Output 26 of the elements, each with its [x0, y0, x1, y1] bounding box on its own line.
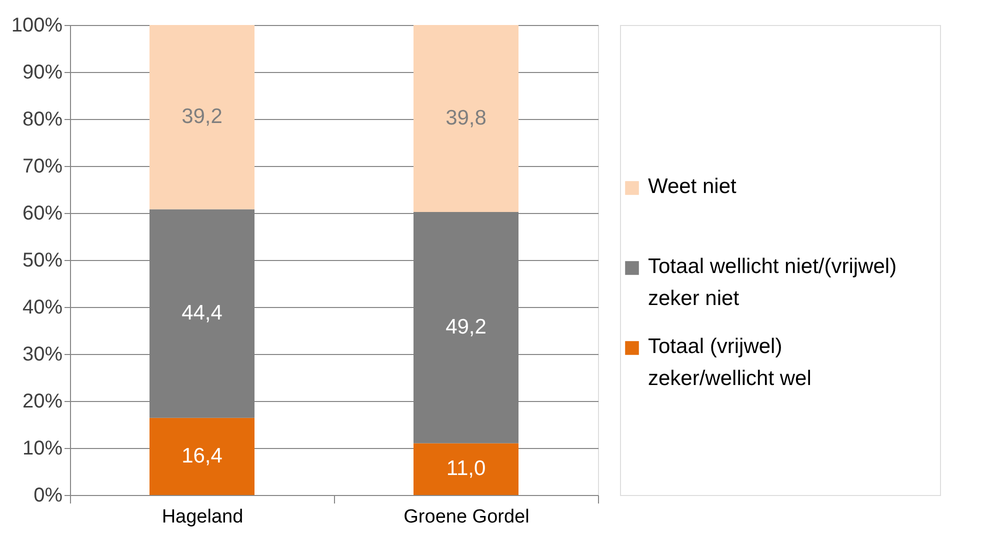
- y-tick-label: 10%: [22, 438, 63, 460]
- data-label: 16,4: [182, 444, 223, 468]
- y-tick-label: 0%: [34, 484, 63, 506]
- y-tick-label: 20%: [22, 390, 63, 412]
- data-label: 11,0: [446, 457, 486, 480]
- y-tick-label: 40%: [22, 296, 63, 318]
- data-label: 39,8: [446, 106, 486, 130]
- data-label: 44,4: [182, 302, 223, 325]
- y-tick-label: 100%: [11, 14, 63, 36]
- bar: [150, 25, 254, 210]
- y-tick-label: 50%: [22, 250, 63, 272]
- bar: [414, 25, 518, 212]
- legend-label: Weet niet: [648, 175, 736, 198]
- y-tick-label: 90%: [22, 62, 63, 84]
- y-tick-label: 60%: [22, 202, 63, 224]
- bar: [150, 418, 254, 495]
- y-tick-label: 80%: [22, 108, 63, 130]
- data-label: 39,2: [182, 105, 222, 128]
- y-tick-label: 70%: [22, 156, 63, 178]
- x-tick-label: Groene Gordel: [404, 506, 530, 528]
- legend-label: Totaal (vrijwel) zeker/wellicht wel: [648, 335, 812, 390]
- data-label: 49,2: [446, 316, 486, 339]
- y-tick-label: 30%: [22, 344, 63, 366]
- x-tick-label: Hageland: [162, 506, 244, 528]
- bar: [414, 443, 518, 495]
- legend-label: Totaal wellicht niet/(vrijwel) zeker niet: [648, 255, 897, 310]
